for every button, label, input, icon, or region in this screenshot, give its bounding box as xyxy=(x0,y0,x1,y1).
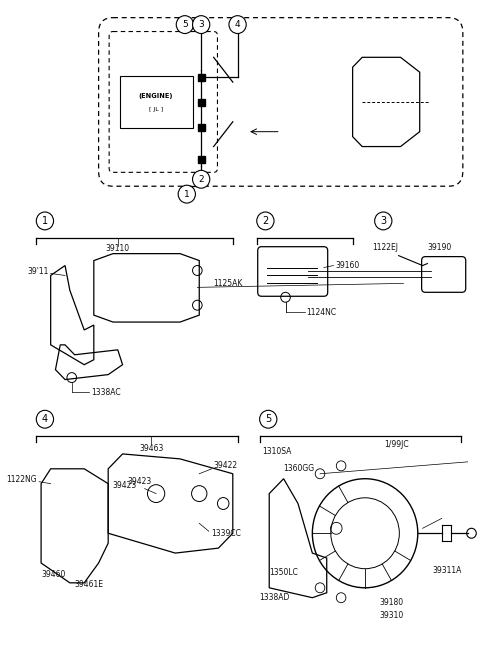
Text: 1338AC: 1338AC xyxy=(91,388,120,397)
Text: [ JL ]: [ JL ] xyxy=(149,107,163,112)
Text: 39180: 39180 xyxy=(380,598,404,607)
Circle shape xyxy=(260,411,277,428)
Text: 39190: 39190 xyxy=(427,243,452,252)
Text: 39'11: 39'11 xyxy=(27,267,49,276)
Text: 1338AD: 1338AD xyxy=(260,593,290,602)
Text: 1350LC: 1350LC xyxy=(269,568,298,578)
Text: 1124NC: 1124NC xyxy=(307,307,337,317)
Text: 1: 1 xyxy=(42,216,48,226)
Text: 1339CC: 1339CC xyxy=(211,529,240,537)
Circle shape xyxy=(257,212,274,230)
Text: 39463: 39463 xyxy=(139,444,164,453)
Circle shape xyxy=(36,212,54,230)
Text: 39160: 39160 xyxy=(336,261,360,270)
Text: 5: 5 xyxy=(182,20,188,29)
Circle shape xyxy=(178,185,195,203)
Circle shape xyxy=(375,212,392,230)
Bar xyxy=(198,74,205,81)
Circle shape xyxy=(229,16,246,34)
Text: 4: 4 xyxy=(42,414,48,424)
Text: (ENGINE): (ENGINE) xyxy=(139,93,173,99)
Bar xyxy=(198,156,205,164)
Text: 1360GG: 1360GG xyxy=(284,464,315,473)
Text: 39422: 39422 xyxy=(214,461,238,470)
Text: 39460: 39460 xyxy=(41,570,65,579)
Text: 39461E: 39461E xyxy=(74,580,104,589)
Text: 1: 1 xyxy=(184,190,190,198)
FancyBboxPatch shape xyxy=(120,76,193,127)
Text: 4: 4 xyxy=(235,20,240,29)
Text: 1310SA: 1310SA xyxy=(263,447,292,457)
Circle shape xyxy=(36,411,54,428)
Text: 2: 2 xyxy=(262,216,268,226)
Text: 3: 3 xyxy=(380,216,386,226)
Text: 39423: 39423 xyxy=(113,481,137,490)
Circle shape xyxy=(176,16,193,34)
Text: 2: 2 xyxy=(198,175,204,184)
Bar xyxy=(198,124,205,131)
Text: 1125AK: 1125AK xyxy=(214,279,243,288)
Text: 39110: 39110 xyxy=(106,244,130,253)
Text: 39310: 39310 xyxy=(380,611,404,620)
Circle shape xyxy=(192,170,210,188)
Text: 1122NG: 1122NG xyxy=(7,475,37,484)
Text: 1122EJ: 1122EJ xyxy=(372,243,398,252)
Text: 3: 3 xyxy=(198,20,204,29)
Text: 5: 5 xyxy=(265,414,271,424)
Bar xyxy=(198,99,205,106)
Text: 39423: 39423 xyxy=(127,477,152,486)
Text: 1/99JC: 1/99JC xyxy=(384,440,409,449)
Circle shape xyxy=(192,16,210,34)
Text: 39311A: 39311A xyxy=(432,566,462,576)
